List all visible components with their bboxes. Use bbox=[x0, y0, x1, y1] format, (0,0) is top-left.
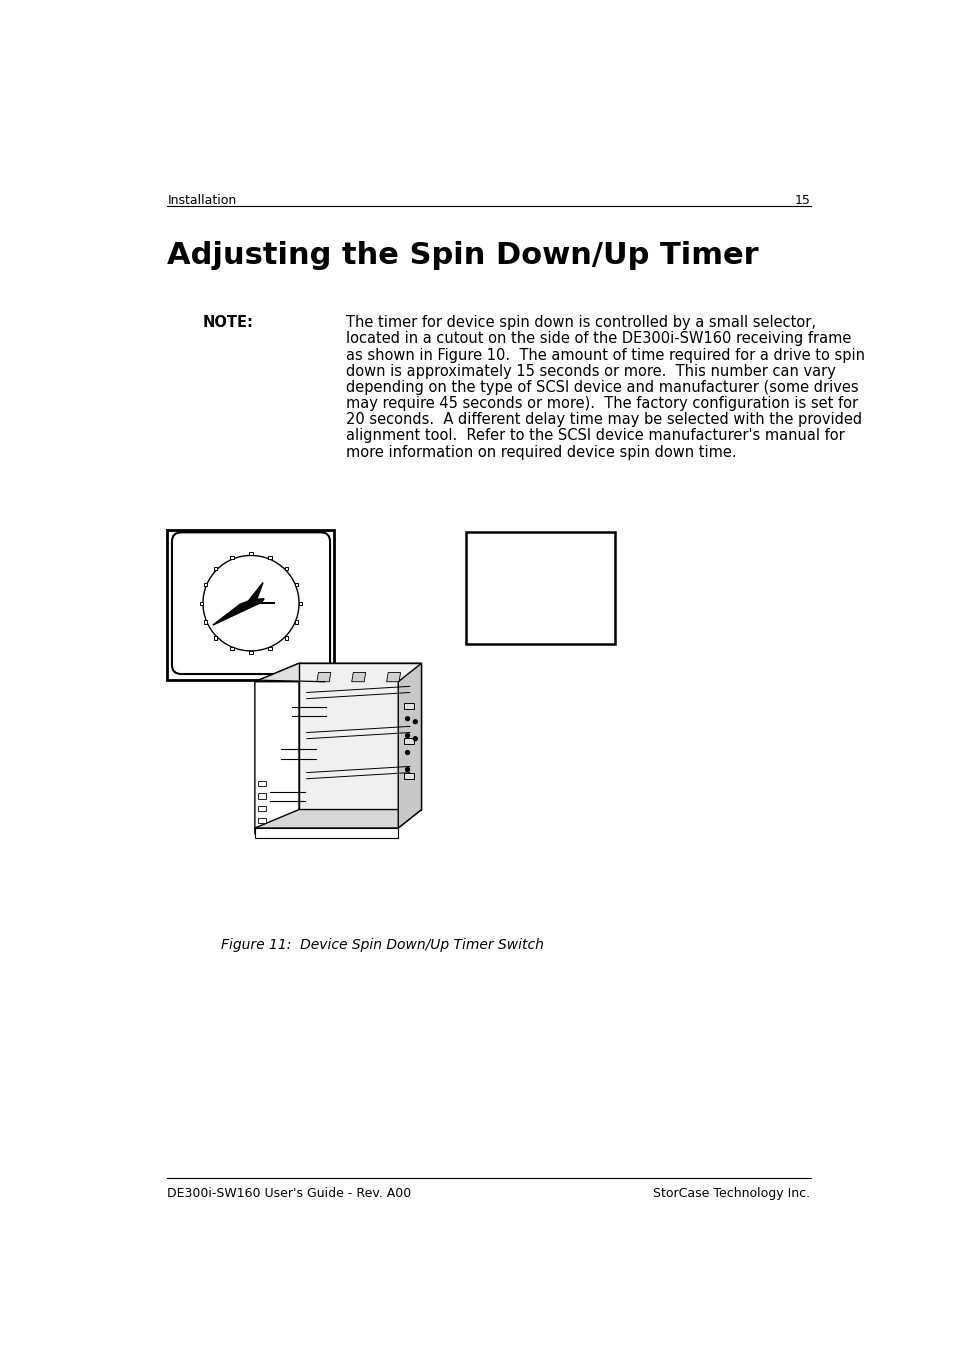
Text: NOTE:: NOTE: bbox=[203, 315, 253, 330]
Polygon shape bbox=[254, 809, 421, 828]
Polygon shape bbox=[254, 663, 298, 834]
Circle shape bbox=[405, 717, 409, 720]
Text: depending on the type of SCSI device and manufacturer (some drives: depending on the type of SCSI device and… bbox=[345, 379, 858, 394]
Text: 15: 15 bbox=[794, 193, 810, 207]
Bar bbox=[257, 794, 266, 798]
Text: Figure 11:  Device Spin Down/Up Timer Switch: Figure 11: Device Spin Down/Up Timer Swi… bbox=[221, 938, 543, 951]
Bar bbox=[268, 556, 272, 559]
Bar bbox=[203, 620, 207, 623]
Polygon shape bbox=[352, 672, 365, 682]
Text: down is approximately 15 seconds or more.  This number can vary: down is approximately 15 seconds or more… bbox=[345, 364, 835, 379]
Text: DE300i-SW160 User's Guide - Rev. A00: DE300i-SW160 User's Guide - Rev. A00 bbox=[167, 1187, 411, 1199]
Text: 20 seconds.  A different delay time may be selected with the provided: 20 seconds. A different delay time may b… bbox=[345, 412, 861, 427]
Text: as shown in Figure 10.  The amount of time required for a drive to spin: as shown in Figure 10. The amount of tim… bbox=[345, 348, 863, 363]
Bar bbox=[268, 648, 272, 650]
Polygon shape bbox=[254, 828, 397, 838]
Bar bbox=[249, 650, 253, 654]
Bar bbox=[231, 648, 233, 650]
Circle shape bbox=[405, 750, 409, 754]
Bar bbox=[404, 772, 414, 779]
Bar bbox=[295, 620, 298, 623]
Polygon shape bbox=[386, 672, 400, 682]
Bar bbox=[199, 601, 203, 605]
Text: more information on required device spin down time.: more information on required device spin… bbox=[345, 445, 736, 460]
Polygon shape bbox=[254, 663, 421, 682]
Bar bbox=[203, 583, 207, 586]
Text: alignment tool.  Refer to the SCSI device manufacturer's manual for: alignment tool. Refer to the SCSI device… bbox=[345, 428, 843, 444]
Polygon shape bbox=[298, 663, 421, 809]
Text: The timer for device spin down is controlled by a small selector,: The timer for device spin down is contro… bbox=[345, 315, 815, 330]
Text: StorCase Technology Inc.: StorCase Technology Inc. bbox=[653, 1187, 810, 1199]
Bar bbox=[257, 819, 266, 823]
Bar bbox=[466, 533, 615, 643]
Circle shape bbox=[413, 720, 416, 724]
Bar bbox=[231, 556, 233, 559]
Text: located in a cutout on the side of the DE300i-SW160 receiving frame: located in a cutout on the side of the D… bbox=[345, 331, 850, 346]
Circle shape bbox=[405, 768, 409, 771]
Bar bbox=[214, 567, 217, 570]
Circle shape bbox=[405, 734, 409, 738]
Polygon shape bbox=[213, 598, 264, 626]
Bar bbox=[404, 704, 414, 709]
Bar bbox=[298, 601, 302, 605]
Bar bbox=[257, 782, 266, 786]
Text: Adjusting the Spin Down/Up Timer: Adjusting the Spin Down/Up Timer bbox=[167, 241, 759, 270]
Bar bbox=[404, 738, 414, 745]
Circle shape bbox=[413, 737, 416, 741]
Bar bbox=[249, 552, 253, 556]
FancyBboxPatch shape bbox=[172, 533, 330, 674]
Polygon shape bbox=[316, 672, 331, 682]
Bar bbox=[167, 530, 334, 680]
Bar bbox=[284, 637, 287, 639]
Bar bbox=[257, 806, 266, 810]
Text: may require 45 seconds or more).  The factory configuration is set for: may require 45 seconds or more). The fac… bbox=[345, 396, 857, 411]
Bar bbox=[295, 583, 298, 586]
Polygon shape bbox=[397, 663, 421, 828]
Bar bbox=[214, 637, 217, 639]
Text: Installation: Installation bbox=[167, 193, 236, 207]
Bar bbox=[284, 567, 287, 570]
Polygon shape bbox=[246, 582, 263, 604]
